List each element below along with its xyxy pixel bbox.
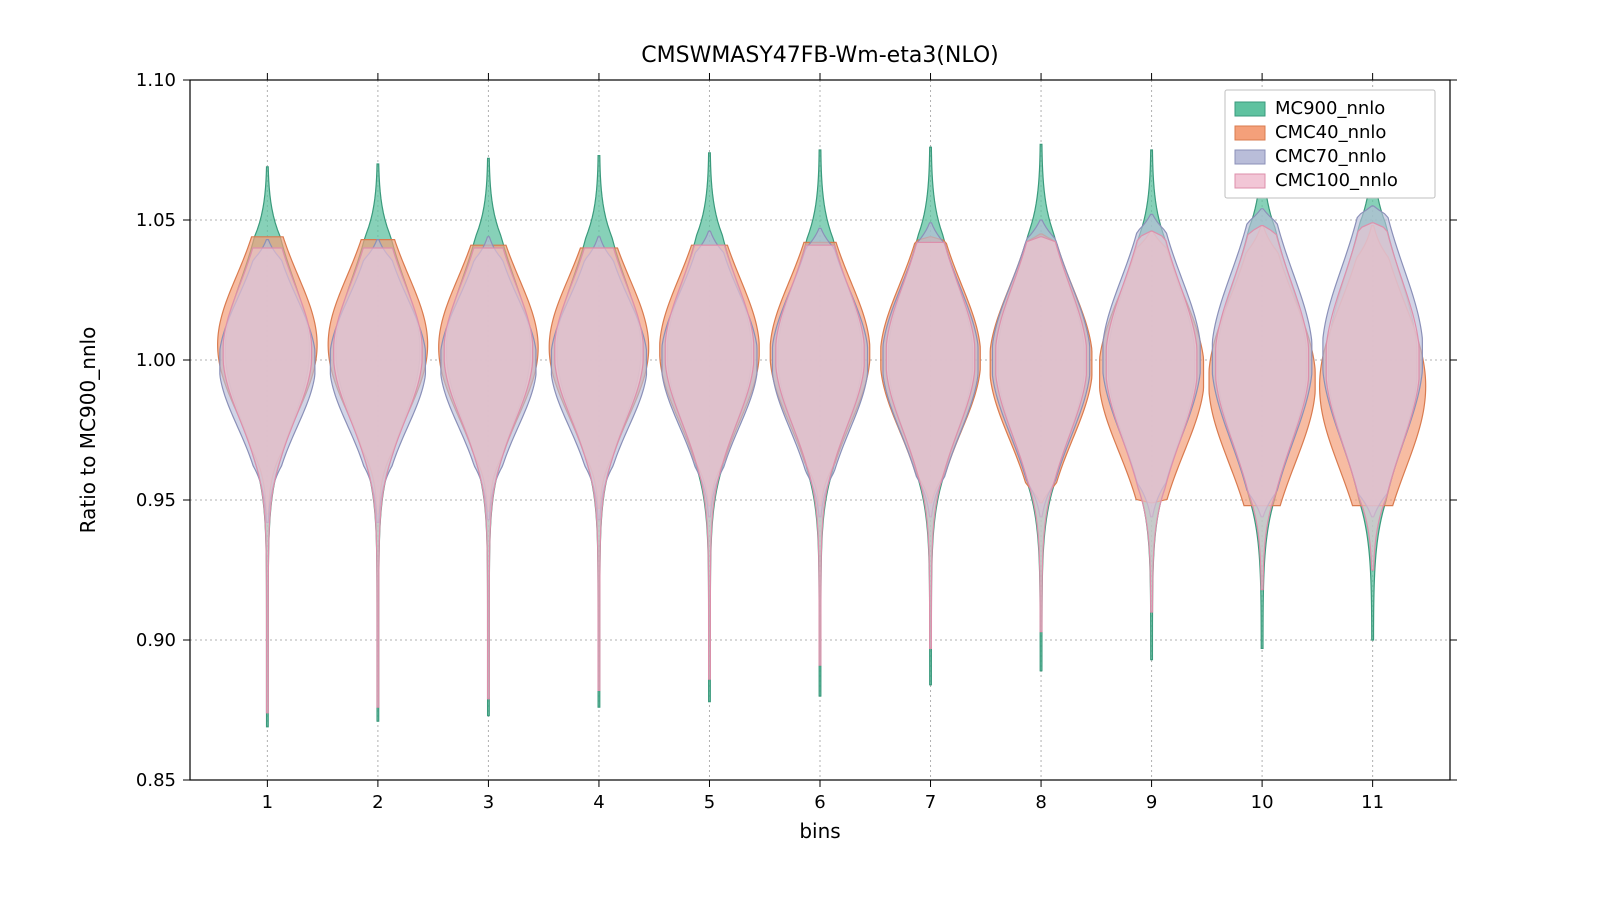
chart-title: CMSWMASY47FB-Wm-eta3(NLO) (641, 43, 998, 68)
y-tick-label: 0.95 (136, 490, 176, 511)
violin (555, 248, 643, 690)
x-axis-label: bins (799, 819, 840, 843)
x-tick-label: 4 (593, 792, 604, 813)
x-tick-label: 7 (925, 792, 936, 813)
y-axis-label: Ratio to MC900_nnlo (76, 327, 100, 534)
legend-label: MC900_nnlo (1275, 98, 1385, 119)
x-tick-label: 8 (1035, 792, 1046, 813)
y-tick-label: 1.10 (136, 70, 176, 91)
chart-container: 1 2 3 4 5 6 7 8 9 10 11 0.85 0.90 0.95 1.00 1.05 1.10 bin… (0, 0, 1600, 900)
violin (886, 242, 974, 648)
x-tick-label: 3 (483, 792, 494, 813)
y-tick-label: 0.90 (136, 630, 176, 651)
x-tick-label: 10 (1251, 792, 1274, 813)
legend-swatch (1235, 126, 1265, 140)
violin (665, 245, 753, 679)
violin (444, 248, 532, 699)
y-tick-label: 1.05 (136, 210, 176, 231)
x-tick-label: 1 (262, 792, 273, 813)
x-tick-label: 11 (1361, 792, 1384, 813)
x-tick-label: 6 (814, 792, 825, 813)
legend-label: CMC100_nnlo (1275, 170, 1398, 191)
legend-swatch (1235, 174, 1265, 188)
x-tick-label: 2 (372, 792, 383, 813)
legend-swatch (1235, 150, 1265, 164)
violin-chart: 1 2 3 4 5 6 7 8 9 10 11 0.85 0.90 0.95 1.00 1.05 1.10 bin… (0, 0, 1600, 900)
legend-label: CMC40_nnlo (1275, 122, 1386, 143)
legend: MC900_nnlo CMC40_nnlo CMC70_nnlo CMC100_nnl… (1225, 90, 1435, 198)
y-tick-label: 1.00 (136, 350, 176, 371)
y-tick-label: 0.85 (136, 770, 176, 791)
x-tick-label: 9 (1146, 792, 1157, 813)
legend-label: CMC70_nnlo (1275, 146, 1386, 167)
violin (334, 248, 422, 707)
x-tick-label: 5 (704, 792, 715, 813)
violin (776, 245, 864, 665)
plot-area (218, 144, 1426, 726)
legend-swatch (1235, 102, 1265, 116)
violin (223, 248, 311, 713)
